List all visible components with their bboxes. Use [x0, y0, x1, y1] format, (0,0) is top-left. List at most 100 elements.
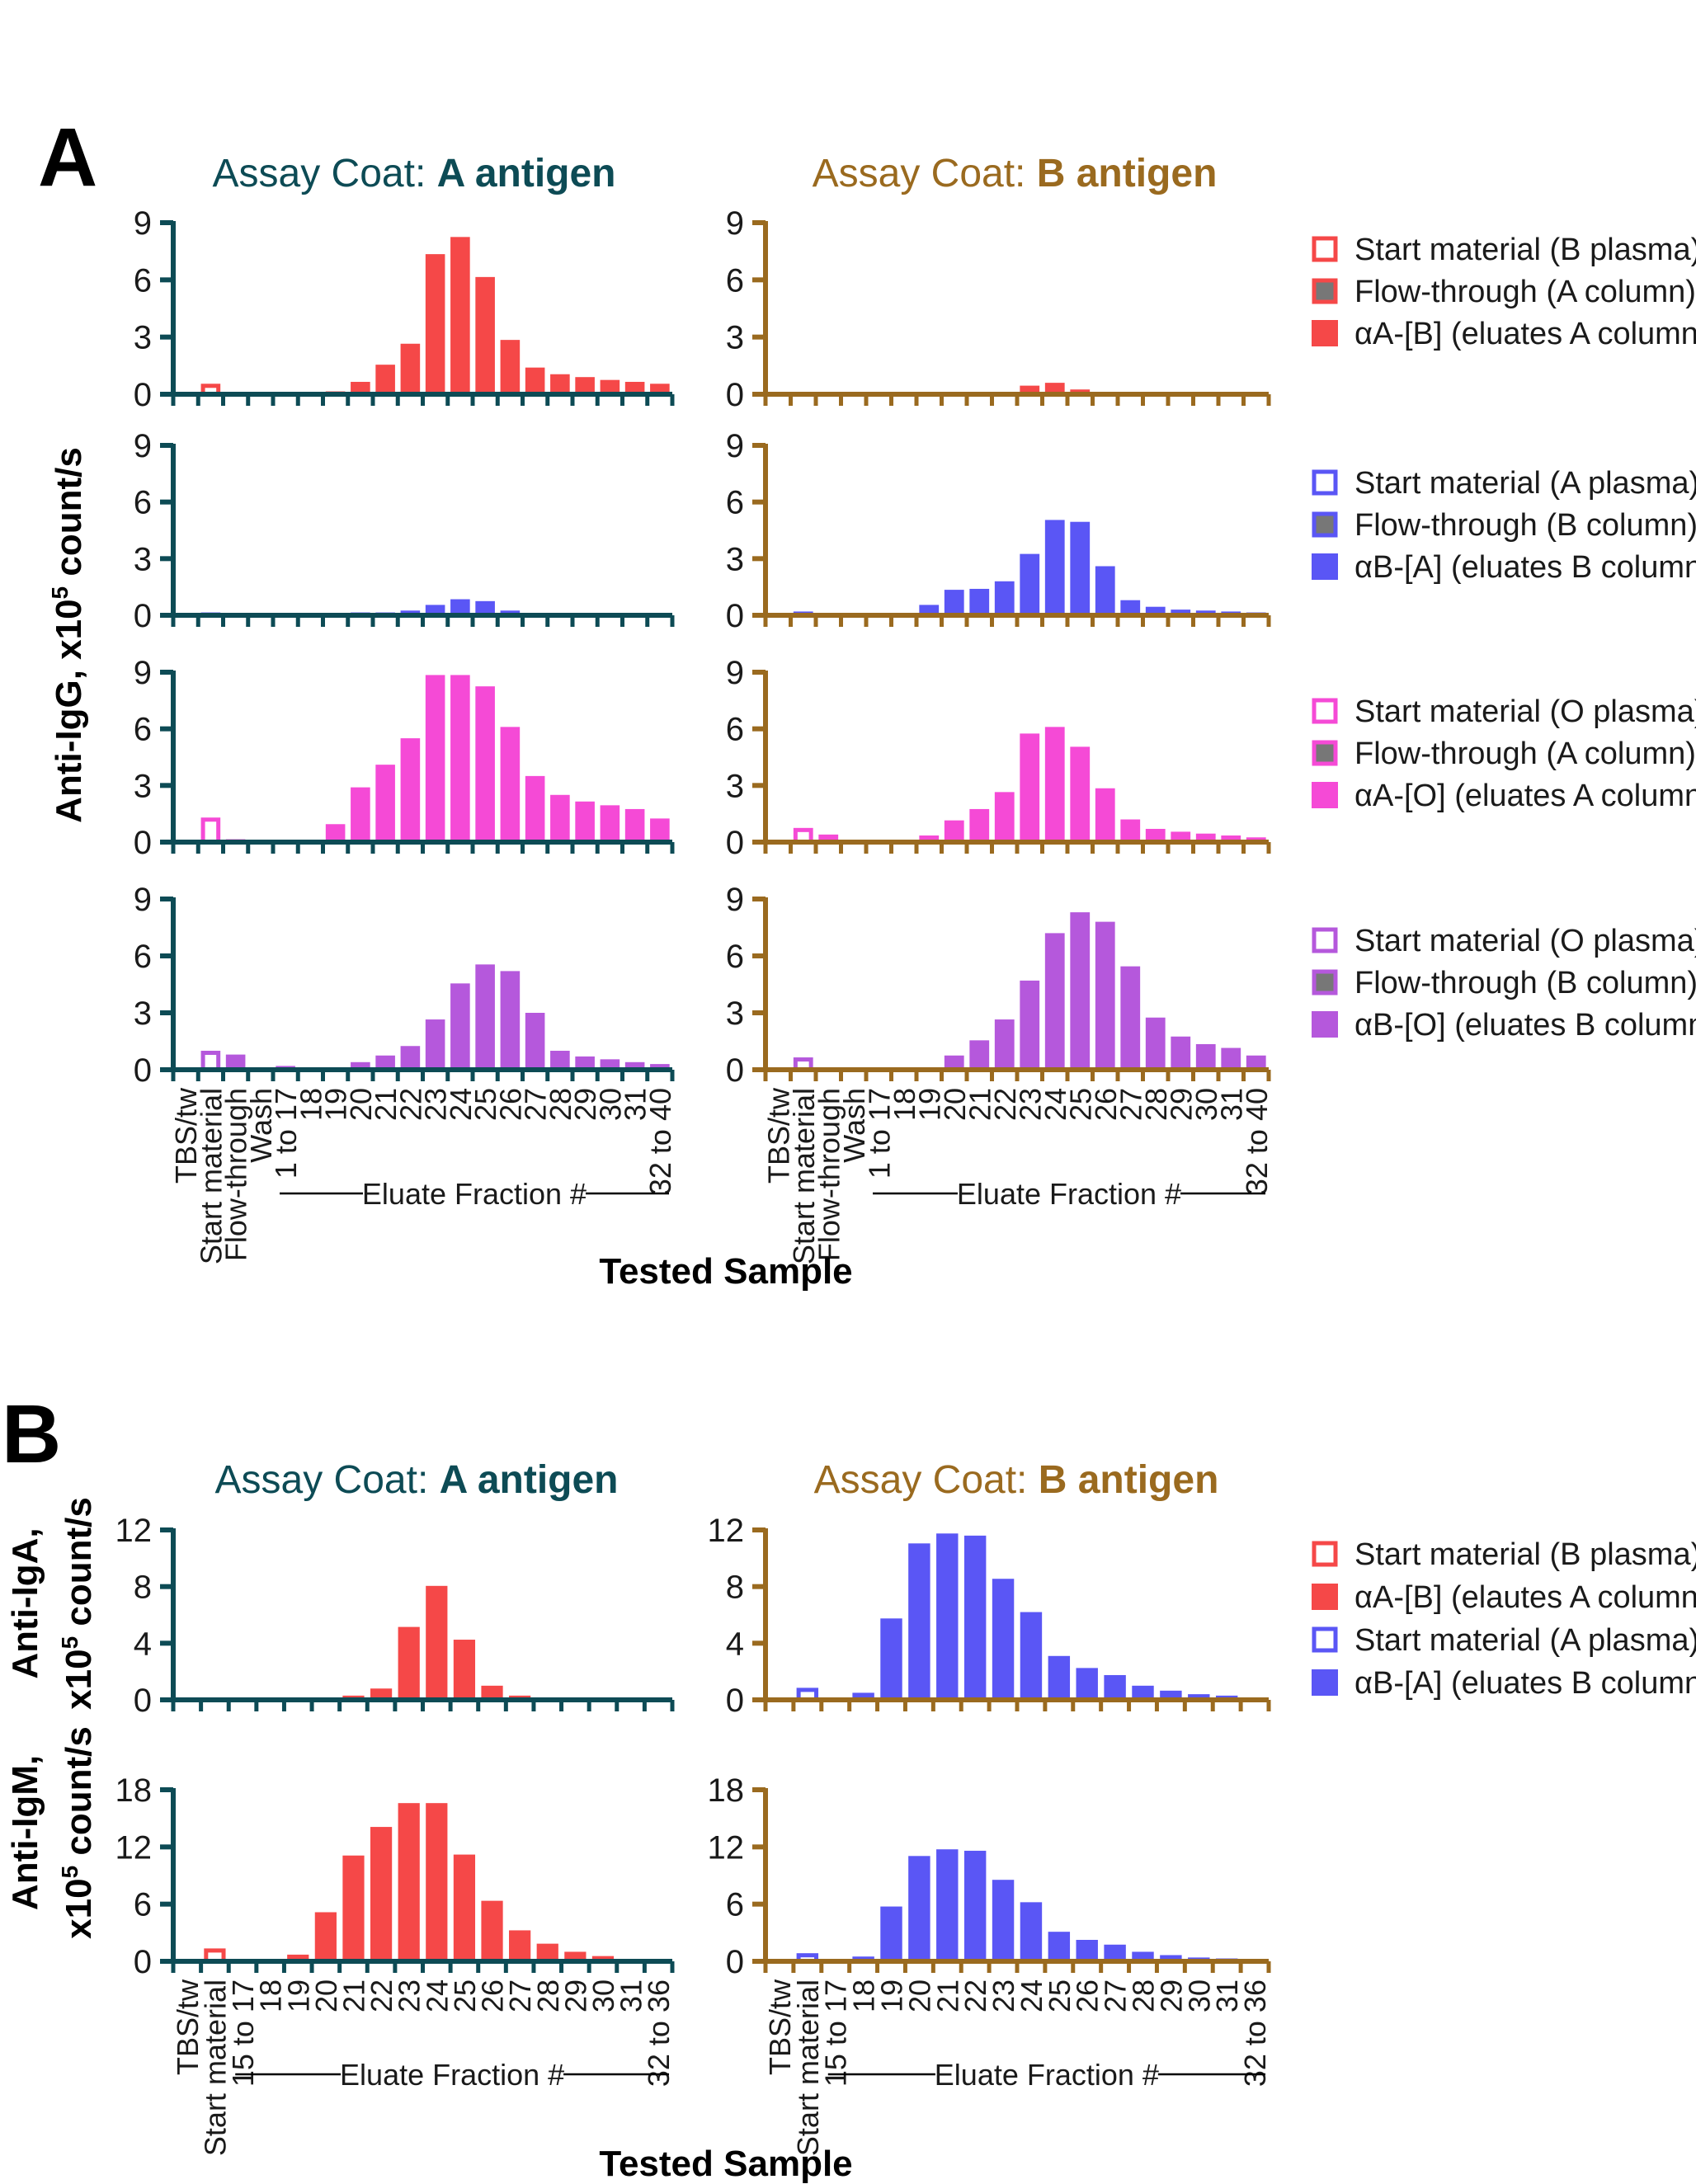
bar-20 — [351, 381, 370, 394]
x-tick-label: 32 to 40 — [1240, 1088, 1274, 1195]
bar-25 — [1070, 746, 1091, 842]
bar-21 — [969, 808, 990, 842]
bar-29 — [1160, 1955, 1182, 1961]
bar-24 — [426, 1803, 448, 1961]
x-tick-label: 27 — [519, 1088, 553, 1121]
y-title-text: x10 — [59, 1878, 99, 1938]
y-tick-label: 9 — [726, 428, 744, 464]
bar-23 — [1020, 553, 1040, 615]
x-tick-label: 19 — [281, 1979, 315, 2012]
y-tick-label: 3 — [134, 768, 152, 804]
y-tick-label: 6 — [134, 939, 152, 975]
bar-21 — [969, 1040, 990, 1070]
chart-7: 0 3 6 9 — [726, 882, 1271, 1089]
bar-20 — [351, 787, 370, 842]
legend-label: αA-[B] (elautes A column) — [1354, 1580, 1696, 1615]
x-tick-label: 25 — [1043, 1979, 1076, 2012]
y-tick-label: 0 — [726, 1052, 744, 1089]
legend-swatch-solid — [1312, 553, 1338, 580]
y-title-tail: count/s — [49, 447, 89, 586]
x-tick-label: 26 — [476, 1979, 510, 2012]
bar-18 — [852, 1692, 874, 1700]
bar-30 — [600, 379, 620, 394]
y-tick-label: 0 — [726, 825, 744, 861]
x-tick-label: 29 — [558, 1979, 592, 2012]
bar-25 — [1048, 1932, 1071, 1961]
coat-title-a-panel-b: Assay Coat: A antigen — [215, 1458, 619, 1502]
x-tick-label: 23 — [419, 1088, 453, 1121]
chart-3: 0 3 6 9 — [726, 428, 1271, 634]
chart-1: 0 3 6 9 — [726, 205, 1271, 413]
y-tick-label: 12 — [115, 1513, 153, 1549]
x-tick-label: Start material — [198, 1979, 232, 2156]
y-tick-label: 3 — [726, 320, 744, 356]
x-tick-label: 24 — [1015, 1979, 1048, 2012]
y-tick-label: 3 — [134, 541, 152, 577]
legend-label: αA-[B] (eluates A column) — [1354, 317, 1696, 351]
x-tick-label: 30 — [1182, 1979, 1216, 2012]
x-tick-label: 1 to 17 — [269, 1088, 303, 1179]
legend-label: Start material (B plasma) — [1354, 233, 1696, 267]
y-tick-label: 12 — [708, 1513, 745, 1549]
x-tick-label: 18 — [847, 1979, 881, 2012]
bar-27 — [1120, 819, 1141, 842]
bar-24 — [1044, 383, 1065, 394]
bar-21 — [936, 1849, 959, 1961]
y-tick-label: 18 — [708, 1772, 745, 1809]
legend: Start material (B plasma) αA-[B] (elautes… — [1312, 1537, 1696, 1701]
x-tick-label: TBS/tw — [169, 1087, 203, 1184]
chart-9: 0 4 8 12 — [708, 1513, 1271, 1719]
y-title-sup: 5 — [47, 586, 73, 600]
bar-24 — [1020, 1902, 1043, 1961]
x-tick-label: 19 — [875, 1979, 909, 2012]
y-tick-label: 0 — [134, 825, 152, 861]
bar-30 — [1195, 833, 1216, 842]
bar-20 — [944, 1055, 964, 1070]
x-axis-title-panel-b: Tested Sample — [599, 2144, 852, 2184]
bar-21 — [375, 765, 395, 842]
y-tick-label: 0 — [726, 1683, 744, 1719]
x-tick-label: 23 — [987, 1979, 1020, 2012]
bar-29 — [1171, 831, 1191, 842]
bar-27 — [525, 367, 545, 394]
bar-22 — [994, 581, 1015, 615]
y-tick-label: 4 — [134, 1626, 152, 1662]
bar-22 — [400, 738, 421, 842]
legend-swatch-hollow — [1312, 469, 1338, 496]
bar-21 — [342, 1855, 365, 1961]
bar-20 — [908, 1543, 930, 1700]
x-tick-label: TBS/tw — [171, 1979, 205, 2075]
coat-antigen: A antigen — [440, 1458, 619, 1502]
y-title-tail: count/s — [59, 1726, 99, 1866]
bar-26 — [500, 971, 521, 1070]
y-tick-label: 0 — [726, 377, 744, 413]
bar-23 — [425, 605, 445, 615]
chart-10: 0 6 12 18 — [115, 1772, 675, 1980]
bar-29 — [1160, 1690, 1182, 1700]
bar-20 — [351, 1061, 370, 1070]
bar-29 — [564, 1951, 587, 1961]
bar-20 — [944, 590, 964, 615]
bar-24 — [450, 237, 470, 394]
y-tick-label: 0 — [134, 1683, 152, 1719]
y-axis-title-iga: Anti-IgA, — [5, 1527, 45, 1678]
x-tick-label: 20 — [938, 1088, 972, 1121]
bar-19 — [880, 1618, 902, 1700]
x-tick-label: 30 — [587, 1979, 620, 2012]
bar-23 — [425, 254, 445, 394]
bar-32-to-40 — [1246, 1055, 1266, 1070]
x-tick-label: 28 — [1127, 1979, 1161, 2012]
bar-23 — [992, 1880, 1015, 1961]
x-tick-label: 26 — [1089, 1088, 1123, 1121]
x-tick-label: 29 — [1164, 1088, 1198, 1121]
x-tick-label: 26 — [1071, 1979, 1105, 2012]
legend-swatch-solid — [1312, 1011, 1338, 1038]
legend-swatch-solid — [1312, 320, 1338, 346]
x-tick-label: 24 — [444, 1088, 478, 1121]
x-tick-label: 21 — [337, 1979, 370, 2012]
y-tick-label: 6 — [726, 939, 744, 975]
bar-22 — [370, 1827, 393, 1961]
x-tick-label: 15 to 17 — [819, 1979, 853, 2087]
y-tick-label: 8 — [134, 1570, 152, 1606]
